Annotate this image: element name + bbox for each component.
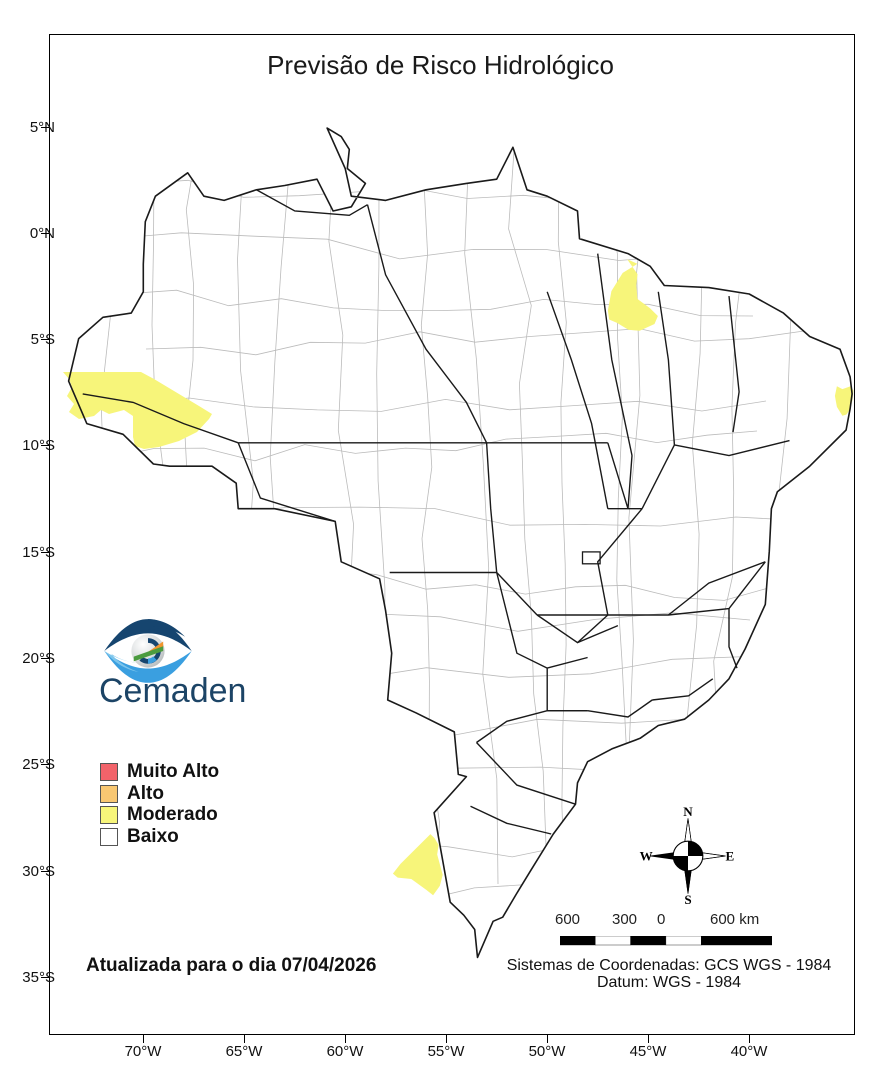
svg-text:E: E [726,848,735,863]
svg-text:S: S [684,892,691,907]
svg-text:N: N [683,804,693,819]
svg-text:W: W [640,848,653,863]
